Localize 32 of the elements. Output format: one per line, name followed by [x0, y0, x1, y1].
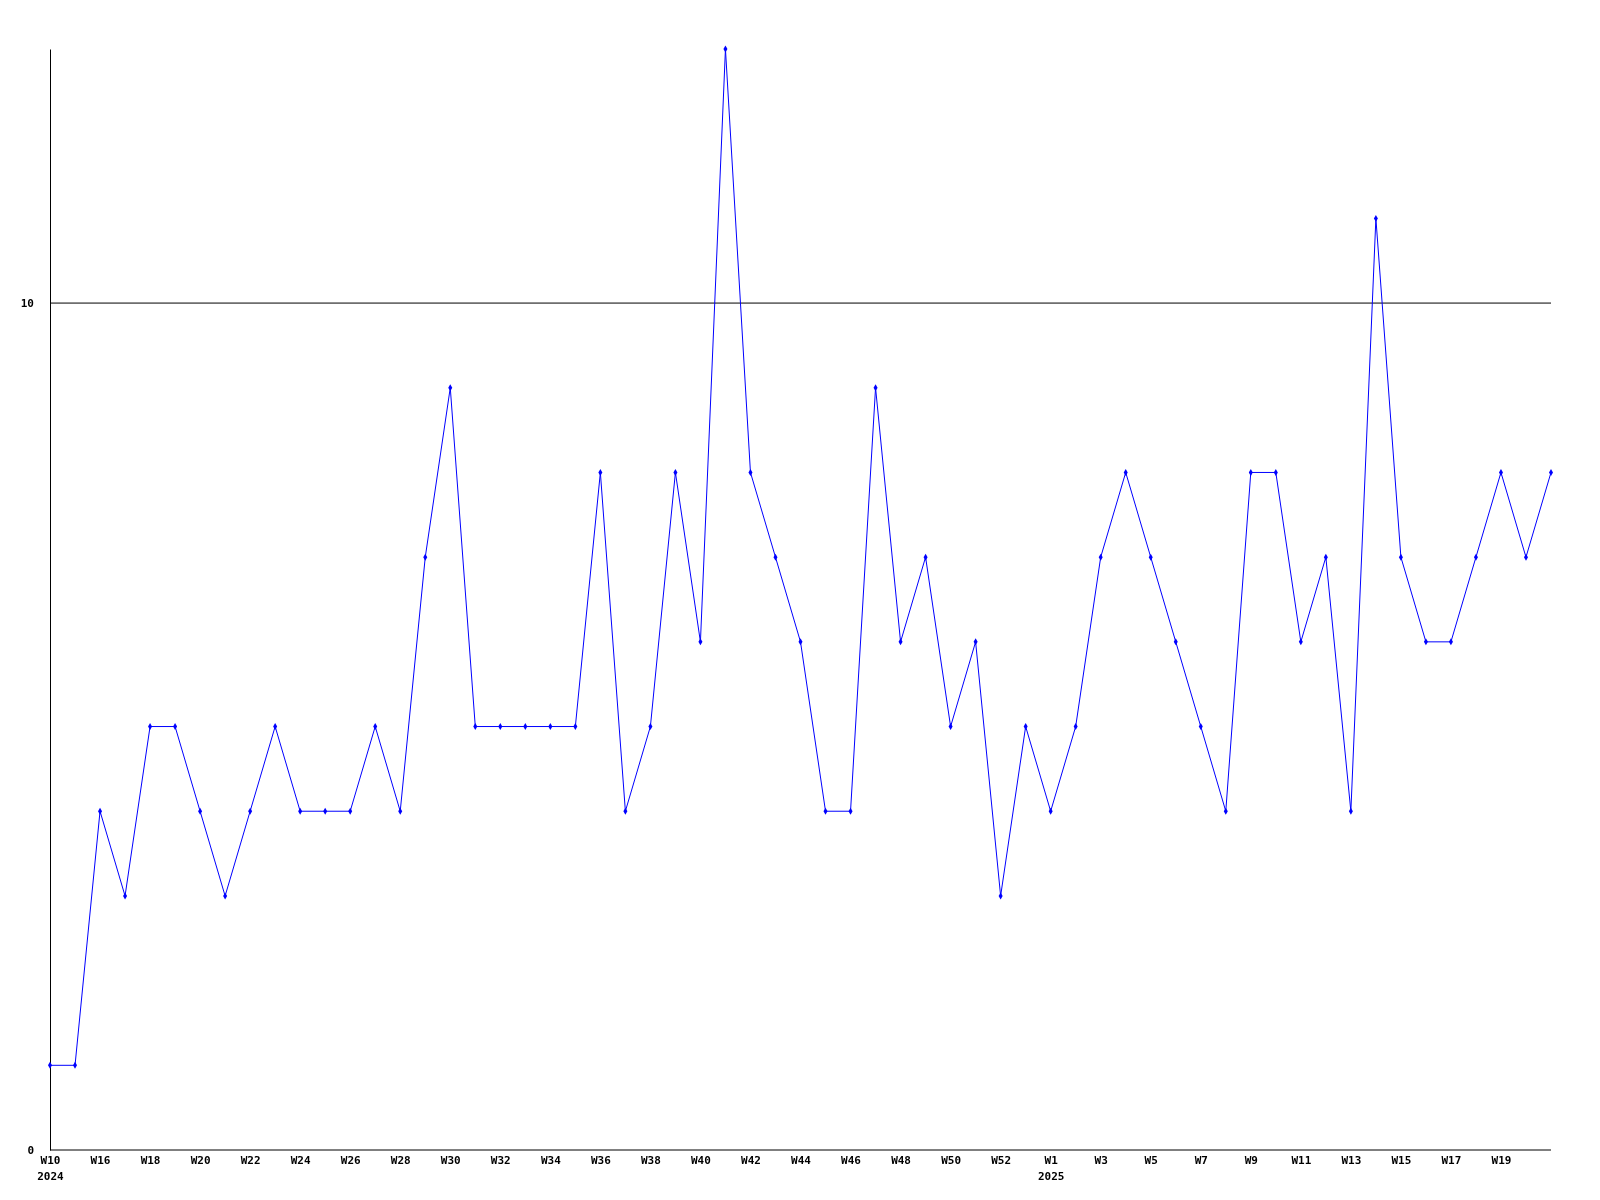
x-tick-label: W20: [190, 1153, 211, 1167]
x-tick-label: W26: [340, 1153, 362, 1167]
x-tick-label: W30: [440, 1153, 461, 1167]
x-tick-label: W38: [640, 1153, 661, 1167]
x-tick-label: W3: [1094, 1153, 1108, 1167]
x-tick-label: W22: [240, 1153, 261, 1167]
x-tick-label: W11: [1291, 1153, 1312, 1167]
x-tick-label: W5: [1144, 1153, 1158, 1167]
y-tick-label: 10: [20, 297, 34, 311]
x-tick-label: W18: [140, 1153, 161, 1167]
x-tick-label: W50: [941, 1153, 962, 1167]
y-tick-label: 0: [27, 1144, 34, 1158]
x-tick-label: W16: [90, 1153, 111, 1167]
x-tick-label: W19: [1491, 1153, 1512, 1167]
x-tick-label: W28: [390, 1153, 411, 1167]
x-tick-label: W48: [891, 1153, 911, 1167]
x-tick-label: W34: [540, 1153, 562, 1167]
x-tick-label: W7: [1194, 1153, 1208, 1167]
x-tick-label: W13: [1341, 1153, 1362, 1167]
x-tick-label: W52: [991, 1153, 1012, 1167]
x-tick-label: W10 2024: [37, 1153, 65, 1183]
x-tick-label: W44: [791, 1153, 812, 1167]
x-tick-label: W1 2025: [1037, 1153, 1065, 1183]
x-tick-label: W32: [490, 1153, 511, 1167]
x-tick-label: W24: [290, 1153, 311, 1167]
x-tick-label: W17: [1441, 1153, 1462, 1167]
x-tick-label: W42: [741, 1153, 761, 1167]
x-tick-label: W46: [841, 1153, 862, 1167]
x-tick-label: W36: [590, 1153, 612, 1167]
x-tick-label: W15: [1391, 1153, 1412, 1167]
x-tick-label: W40: [691, 1153, 711, 1167]
x-tick-label: W9: [1244, 1153, 1258, 1167]
